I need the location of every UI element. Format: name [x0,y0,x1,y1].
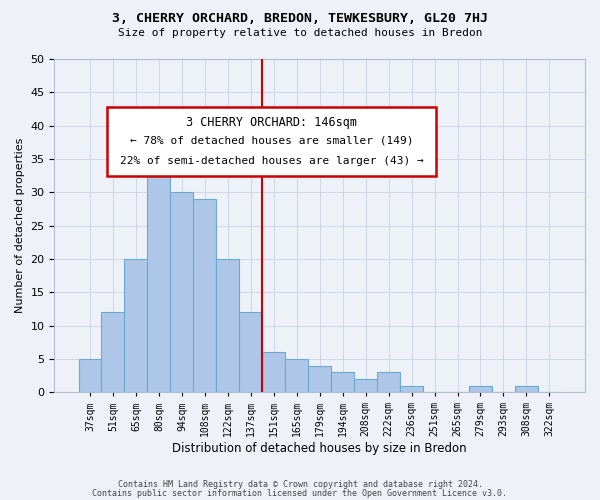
Bar [400,386,423,392]
Bar [101,312,124,392]
Text: Size of property relative to detached houses in Bredon: Size of property relative to detached ho… [118,28,482,38]
Bar [170,192,193,392]
Bar [217,259,239,392]
FancyBboxPatch shape [107,108,436,176]
Bar [285,359,308,392]
Bar [515,386,538,392]
Bar [377,372,400,392]
Text: Contains public sector information licensed under the Open Government Licence v3: Contains public sector information licen… [92,489,508,498]
Text: Contains HM Land Registry data © Crown copyright and database right 2024.: Contains HM Land Registry data © Crown c… [118,480,482,489]
Bar [193,199,217,392]
Bar [354,379,377,392]
Bar [469,386,492,392]
Bar [331,372,354,392]
X-axis label: Distribution of detached houses by size in Bredon: Distribution of detached houses by size … [172,442,467,455]
Text: 3, CHERRY ORCHARD, BREDON, TEWKESBURY, GL20 7HJ: 3, CHERRY ORCHARD, BREDON, TEWKESBURY, G… [112,12,488,26]
Bar [262,352,285,392]
Bar [79,359,101,392]
Bar [239,312,262,392]
Bar [124,259,148,392]
Text: ← 78% of detached houses are smaller (149): ← 78% of detached houses are smaller (14… [130,136,413,145]
Y-axis label: Number of detached properties: Number of detached properties [15,138,25,314]
Bar [308,366,331,392]
Bar [148,132,170,392]
Text: 3 CHERRY ORCHARD: 146sqm: 3 CHERRY ORCHARD: 146sqm [187,116,358,128]
Text: 22% of semi-detached houses are larger (43) →: 22% of semi-detached houses are larger (… [120,156,424,166]
